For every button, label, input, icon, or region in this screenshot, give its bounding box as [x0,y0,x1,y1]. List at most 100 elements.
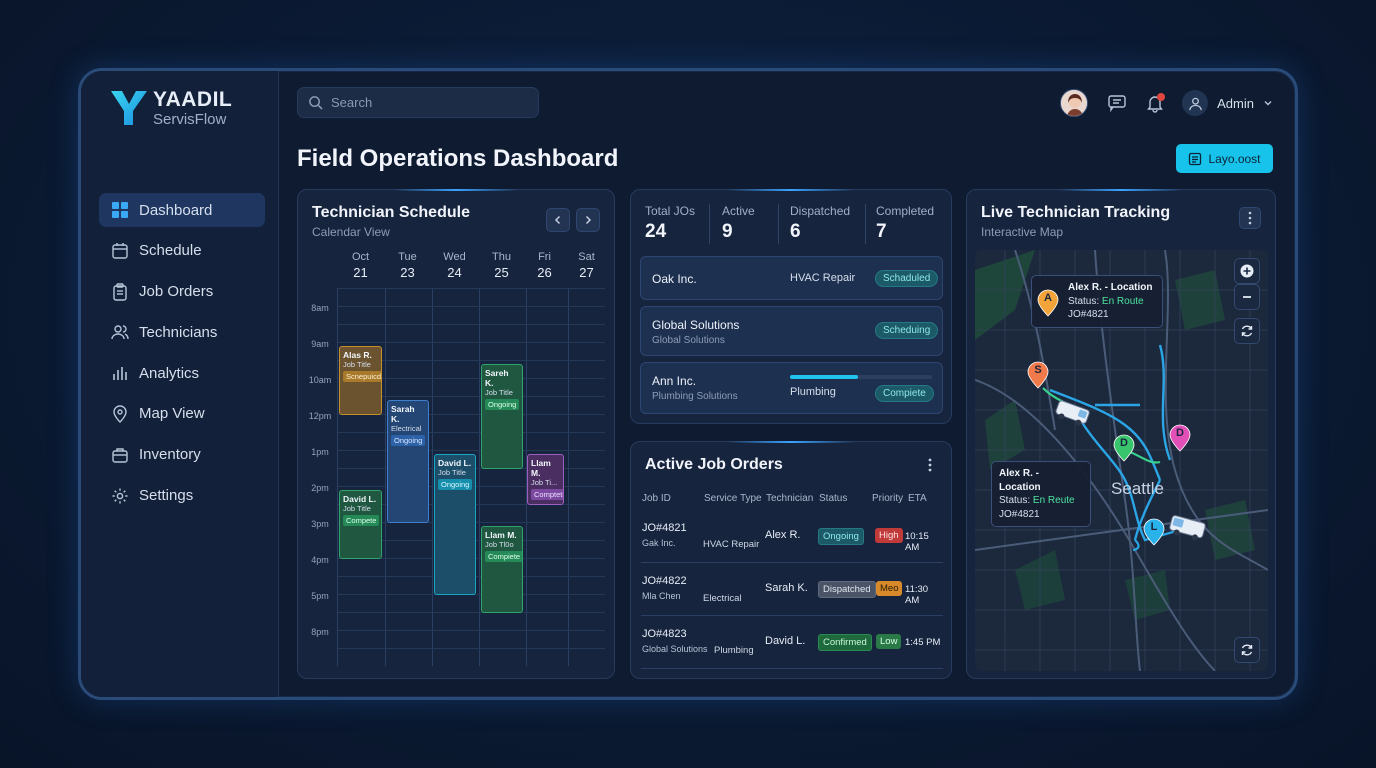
time-label: 9am [311,339,329,349]
client-name: Oak Inc. [652,272,697,286]
schedule-event[interactable]: Sareh K. Job Title Ongoing [481,364,523,469]
map-pin-icon [1143,518,1165,546]
job-technician: David L. [765,635,806,647]
priority-badge: Low [876,634,902,649]
day-number: 23 [400,265,415,280]
col-job-id: Job ID [642,493,671,504]
client-sub: Plumbing Solutions [652,391,738,402]
refresh-button[interactable] [1234,318,1260,344]
event-title: Job Title [343,360,371,370]
day-number: 26 [537,265,552,280]
user-menu[interactable]: Admin [1182,90,1273,116]
users-icon [111,323,129,341]
client-name: Ann Inc. [652,374,697,388]
map-pin-icon [1113,434,1135,462]
client-sub: Global Solutions [652,335,725,346]
schedule-event[interactable]: Sarah K. Electrical Ongoing [387,400,429,523]
client-row[interactable]: Oak Inc. HVAC Repair Schaduled [640,256,943,300]
tooltip-status-value: En Route [1101,295,1144,307]
sidebar-item-label: Inventory [139,446,201,464]
table-row[interactable]: JO#4822 Mla Chen Electrical Sarah K. Dis… [641,564,943,616]
dashboard-icon [111,201,129,219]
tooltip-status-label: Status: [1068,295,1100,307]
event-status: Ongoing [485,399,520,411]
event-status: Comptetr [531,489,563,501]
stat-active: Active 9 [722,204,755,243]
map-pin-a[interactable]: A [1037,289,1059,317]
table-row[interactable]: JO#4821 Gak Inc. HVAC Repair Alex R. Ong… [641,511,943,563]
chevron-left-icon [554,215,561,225]
schedule-event[interactable]: David L. Job Title Ongoing [434,454,476,595]
event-title: Job Ti... [531,478,558,488]
sidebar-item-technicians[interactable]: Technicians [99,315,265,349]
priority-badge: Meo [876,581,903,596]
time-label: 8pm [311,627,329,637]
refresh-icon [1241,325,1253,337]
schedule-event[interactable]: Llam M. Job Ti... Comptetr [527,454,564,505]
map-pin-d[interactable]: D [1113,434,1135,462]
prev-week-button[interactable] [546,208,570,232]
plus-icon [1240,264,1254,278]
col-service-type: Service Type [704,493,762,504]
tooltip-status: Status: En Reute [999,494,1083,508]
tooltip-status: Status: En Route [1068,295,1155,309]
event-technician: Sareh K. [485,368,509,389]
bar-chart-icon [111,364,129,382]
pin-label: D [1120,437,1128,449]
table-row[interactable]: JO#4823 Global Solutions Plumbing David … [641,617,943,669]
avatar[interactable] [1060,89,1089,117]
job-service: Plumbing [714,645,754,656]
stats-card: Total JOs 24 Active 9 Dispatched 6 Compl… [630,189,952,424]
pin-label: L [1150,521,1158,533]
sidebar-item-label: Schedule [139,242,202,260]
map-title: Live Technician Tracking [981,204,1171,221]
sidebar-item-map-view[interactable]: Map View [99,397,265,431]
map-pin-s[interactable]: S [1027,361,1049,389]
message-icon[interactable] [1106,92,1128,114]
schedule-event[interactable]: Llam M. Job Tl0o Compiete [481,526,523,613]
event-status: Compiete [485,551,522,563]
stat-dispatched: Dispatched 6 [790,204,850,243]
sidebar-item-analytics[interactable]: Analytics [99,356,265,390]
search-bar[interactable] [297,87,539,118]
recenter-button[interactable] [1234,637,1260,663]
sidebar-item-inventory[interactable]: Inventory [99,438,265,472]
sidebar-item-schedule[interactable]: Schedule [99,234,265,268]
more-icon[interactable] [1239,207,1261,229]
calendar-icon [111,242,129,260]
bell-icon[interactable] [1144,92,1166,114]
map-pin-l[interactable]: L [1143,518,1165,546]
day-number: 24 [447,265,462,280]
event-title: Electrical [391,424,422,434]
zoom-out-button[interactable] [1234,284,1260,310]
search-input[interactable] [331,95,531,110]
sidebar-item-job-orders[interactable]: Job Orders [99,275,265,309]
tooltip-job: JO#4821 [999,508,1040,520]
minus-icon [1243,296,1251,298]
job-id: JO#4822 [642,575,687,587]
schedule-event[interactable]: Alas R. Job Title Scnepuicd [339,346,382,415]
zoom-in-button[interactable] [1234,258,1260,284]
client-row[interactable]: Ann Inc. Plumbing Solutions Plumbing Com… [640,362,943,414]
col-status: Status [819,493,848,504]
sidebar-item-label: Job Orders [139,283,214,301]
day-name: Sat [578,251,595,263]
layout-button[interactable]: Layo.oost [1176,144,1273,173]
refresh-icon [1241,644,1253,656]
schedule-event[interactable]: David L. Job Title Compete [339,490,382,559]
event-technician: Alas R. [343,350,372,360]
job-eta: 11:30 AM [905,584,929,606]
map-pin-d2[interactable]: D [1169,424,1191,452]
layout-icon [1189,152,1202,165]
time-label: 3pm [311,519,329,529]
sidebar-item-dashboard[interactable]: Dashboard [99,193,265,227]
sidebar-item-settings[interactable]: Settings [99,479,265,513]
day-header: Oct 21 [337,251,384,280]
more-icon[interactable] [921,455,939,475]
interactive-map[interactable]: Seattle Alex R. - Location Status: En Ro… [975,250,1268,671]
col-eta: ETA [908,493,927,504]
client-service: Plumbing [790,386,836,398]
client-row[interactable]: Global Solutions Global Solutions Schedu… [640,306,943,356]
next-week-button[interactable] [576,208,600,232]
day-header: Tue 23 [384,251,431,280]
